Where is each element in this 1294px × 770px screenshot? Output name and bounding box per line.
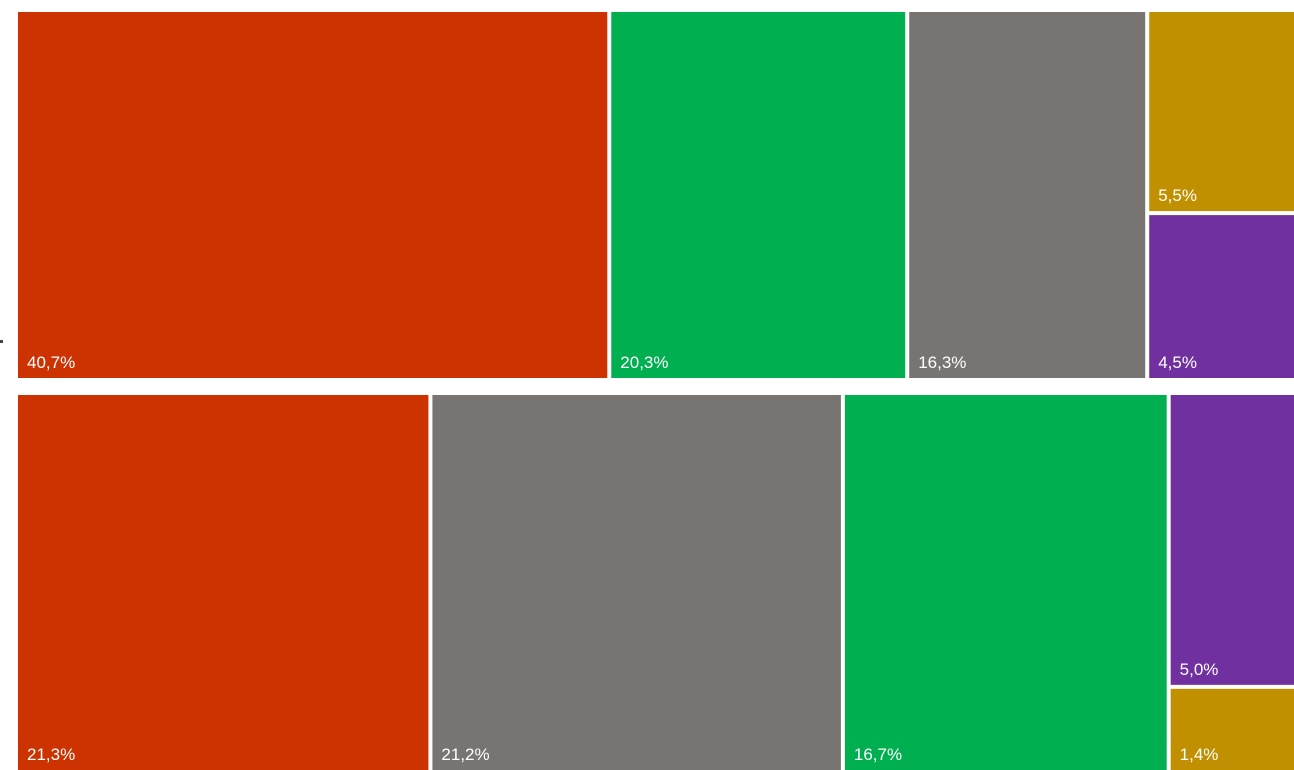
tiles-layer: 40,7% 20,3% 16,3% 5,5% 4,5% 21,3% 21,2% 16,7% 5,… <box>18 12 1294 770</box>
tile-rect-g0-t3 <box>1149 12 1294 212</box>
tile-g0-t2: 16,3% <box>909 12 1146 378</box>
tile-label-g0-t3: 5,5% <box>1158 186 1197 205</box>
tile-g0-t0: 40,7% <box>18 12 608 378</box>
tile-label-g1-t4: 1,4% <box>1180 745 1219 764</box>
tile-rect-g1-t2 <box>844 395 1167 770</box>
tile-g1-t0: 21,3% <box>18 395 429 770</box>
tile-rect-g1-t3 <box>1170 395 1294 685</box>
tile-rect-g1-t0 <box>18 395 429 770</box>
tile-label-g0-t4: 4,5% <box>1158 353 1197 372</box>
tile-label-g0-t2: 16,3% <box>918 353 966 372</box>
tile-g0-t1: 20,3% <box>611 12 906 378</box>
tile-label-g0-t0: 40,7% <box>27 353 75 372</box>
tile-label-g1-t0: 21,3% <box>27 745 75 764</box>
tile-g1-t1: 21,2% <box>432 395 841 770</box>
tile-g0-t4: 4,5% <box>1149 215 1294 378</box>
tile-label-g1-t1: 21,2% <box>441 745 489 764</box>
tile-rect-g0-t1 <box>611 12 906 378</box>
tile-rect-g0-t0 <box>18 12 608 378</box>
tile-label-g1-t3: 5,0% <box>1180 660 1219 679</box>
left-edge-tick <box>0 340 3 343</box>
tile-g1-t2: 16,7% <box>844 395 1167 770</box>
tile-label-g1-t2: 16,7% <box>854 745 902 764</box>
tile-g0-t3: 5,5% <box>1149 12 1294 212</box>
tile-g1-t4: 1,4% <box>1170 688 1294 770</box>
tile-rect-g0-t4 <box>1149 215 1294 378</box>
tile-g1-t3: 5,0% <box>1170 395 1294 685</box>
tile-rect-g1-t1 <box>432 395 841 770</box>
tile-label-g0-t1: 20,3% <box>620 353 668 372</box>
tile-rect-g0-t2 <box>909 12 1146 378</box>
tile-rect-g1-t4 <box>1170 688 1294 770</box>
